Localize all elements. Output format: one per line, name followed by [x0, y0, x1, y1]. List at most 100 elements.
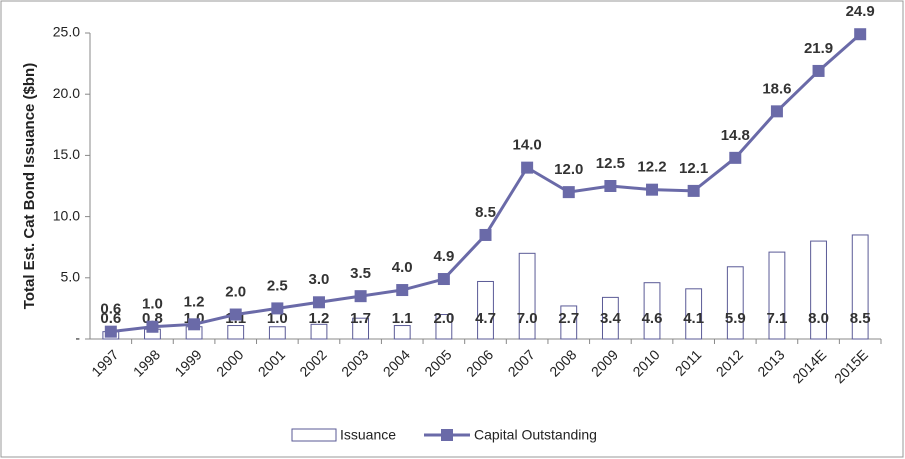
bar-value-label: 4.6: [642, 310, 663, 327]
legend-label: Issuance: [340, 427, 396, 443]
bar: [310, 323, 328, 340]
bar-value-label: 1.1: [392, 310, 413, 327]
line-marker: [229, 308, 242, 321]
bar-value-label: 8.5: [850, 310, 871, 327]
x-tick-label: 2010: [629, 346, 662, 379]
x-tick-label: 2000: [213, 346, 246, 379]
line-marker: [396, 284, 409, 297]
bar: [560, 305, 578, 340]
bar-value-label: 1.2: [309, 310, 330, 327]
bar-value-label: 2.0: [433, 310, 454, 327]
legend-label: Capital Outstanding: [474, 427, 597, 443]
line-value-label: 2.0: [225, 283, 246, 300]
line-value-label: 1.0: [142, 296, 163, 313]
line-marker: [312, 296, 325, 309]
x-tick-label: 2008: [546, 346, 579, 379]
bar-value-label: 8.0: [808, 310, 829, 327]
line-marker: [646, 183, 659, 196]
bar: [393, 325, 411, 340]
bar: [435, 314, 453, 340]
y-tick-label: 25.0: [53, 24, 80, 40]
y-axis-label: Total Est. Cat Bond Issuance ($bn): [21, 63, 38, 309]
line-marker: [354, 290, 367, 303]
bar: [352, 317, 370, 340]
line-marker: [521, 161, 534, 174]
x-tick-label: 2012: [713, 346, 746, 379]
x-tick-label: 2005: [421, 346, 454, 379]
bar: [643, 282, 661, 340]
line-value-label: 12.1: [679, 160, 708, 177]
line-value-label: 0.6: [100, 301, 121, 318]
line-value-label: 14.0: [513, 137, 542, 154]
x-tick-label: 2004: [380, 346, 413, 379]
bar: [601, 296, 619, 340]
line-value-label: 4.9: [433, 248, 454, 265]
line-marker: [479, 228, 492, 241]
x-tick-label: 2007: [505, 346, 538, 379]
line-value-label: 14.8: [721, 127, 750, 144]
bar-value-label: 0.6: [100, 310, 121, 327]
x-tick-label: 2009: [588, 346, 621, 379]
bar: [851, 234, 869, 340]
line-marker: [146, 320, 159, 333]
line-value-label: 2.5: [267, 277, 288, 294]
line-value-label: 24.9: [846, 3, 875, 20]
x-tick-label: 2013: [754, 346, 787, 379]
x-tick-label: 1998: [130, 346, 163, 379]
y-tick-label: 5.0: [61, 269, 81, 285]
bar-value-label: 1.7: [350, 310, 371, 327]
x-tick-label: 2011: [672, 346, 705, 379]
line-marker: [604, 180, 617, 192]
line-value-label: 3.5: [350, 265, 371, 282]
bar-value-label: 7.0: [517, 310, 538, 327]
line-marker: [562, 186, 575, 199]
line-value-label: 12.2: [637, 159, 666, 176]
line-marker: [104, 325, 117, 338]
bar: [685, 288, 703, 340]
x-tick-label: 2001: [255, 346, 288, 379]
x-tick-label: 2003: [338, 346, 371, 379]
bar-value-label: 2.7: [558, 310, 579, 327]
y-tick-label: -: [75, 330, 80, 346]
x-tick-label: 1997: [88, 346, 121, 379]
line-value-label: 12.0: [554, 161, 583, 178]
bar-value-label: 4.7: [475, 310, 496, 327]
line-marker: [687, 184, 700, 197]
x-tick-label: 2006: [463, 346, 496, 379]
legend-marker: [441, 429, 453, 441]
bar: [268, 326, 286, 340]
line-value-label: 8.5: [475, 204, 496, 221]
line-value-label: 1.2: [184, 293, 205, 310]
line-value-label: 3.0: [309, 271, 330, 288]
bar-value-label: 5.9: [725, 310, 746, 327]
y-tick-label: 10.0: [53, 207, 80, 223]
line-value-label: 18.6: [762, 80, 791, 97]
bar-value-label: 4.1: [683, 310, 704, 327]
bar: [477, 280, 494, 340]
x-tick-label: 2015E: [831, 346, 871, 386]
x-tick-label: 2002: [296, 346, 329, 379]
line-marker: [770, 105, 783, 118]
line-value-label: 12.5: [596, 155, 625, 172]
line-value-label: 21.9: [804, 40, 833, 57]
line-marker: [188, 318, 201, 331]
line-marker: [437, 273, 450, 286]
line-marker: [812, 64, 825, 77]
bar: [726, 266, 744, 340]
line-marker: [729, 151, 742, 164]
bar-value-label: 3.4: [600, 310, 622, 327]
x-tick-label: 1999: [171, 346, 204, 379]
bar: [518, 252, 536, 340]
line-value-label: 4.0: [392, 259, 413, 276]
line-marker: [854, 28, 867, 41]
x-tick-label: 2014E: [789, 346, 829, 386]
bar: [810, 240, 827, 340]
line-marker: [271, 302, 284, 315]
legend-swatch: [291, 428, 337, 442]
y-tick-label: 15.0: [53, 146, 80, 162]
bar: [227, 325, 245, 340]
bar: [768, 251, 786, 340]
bar-value-label: 7.1: [766, 310, 787, 327]
